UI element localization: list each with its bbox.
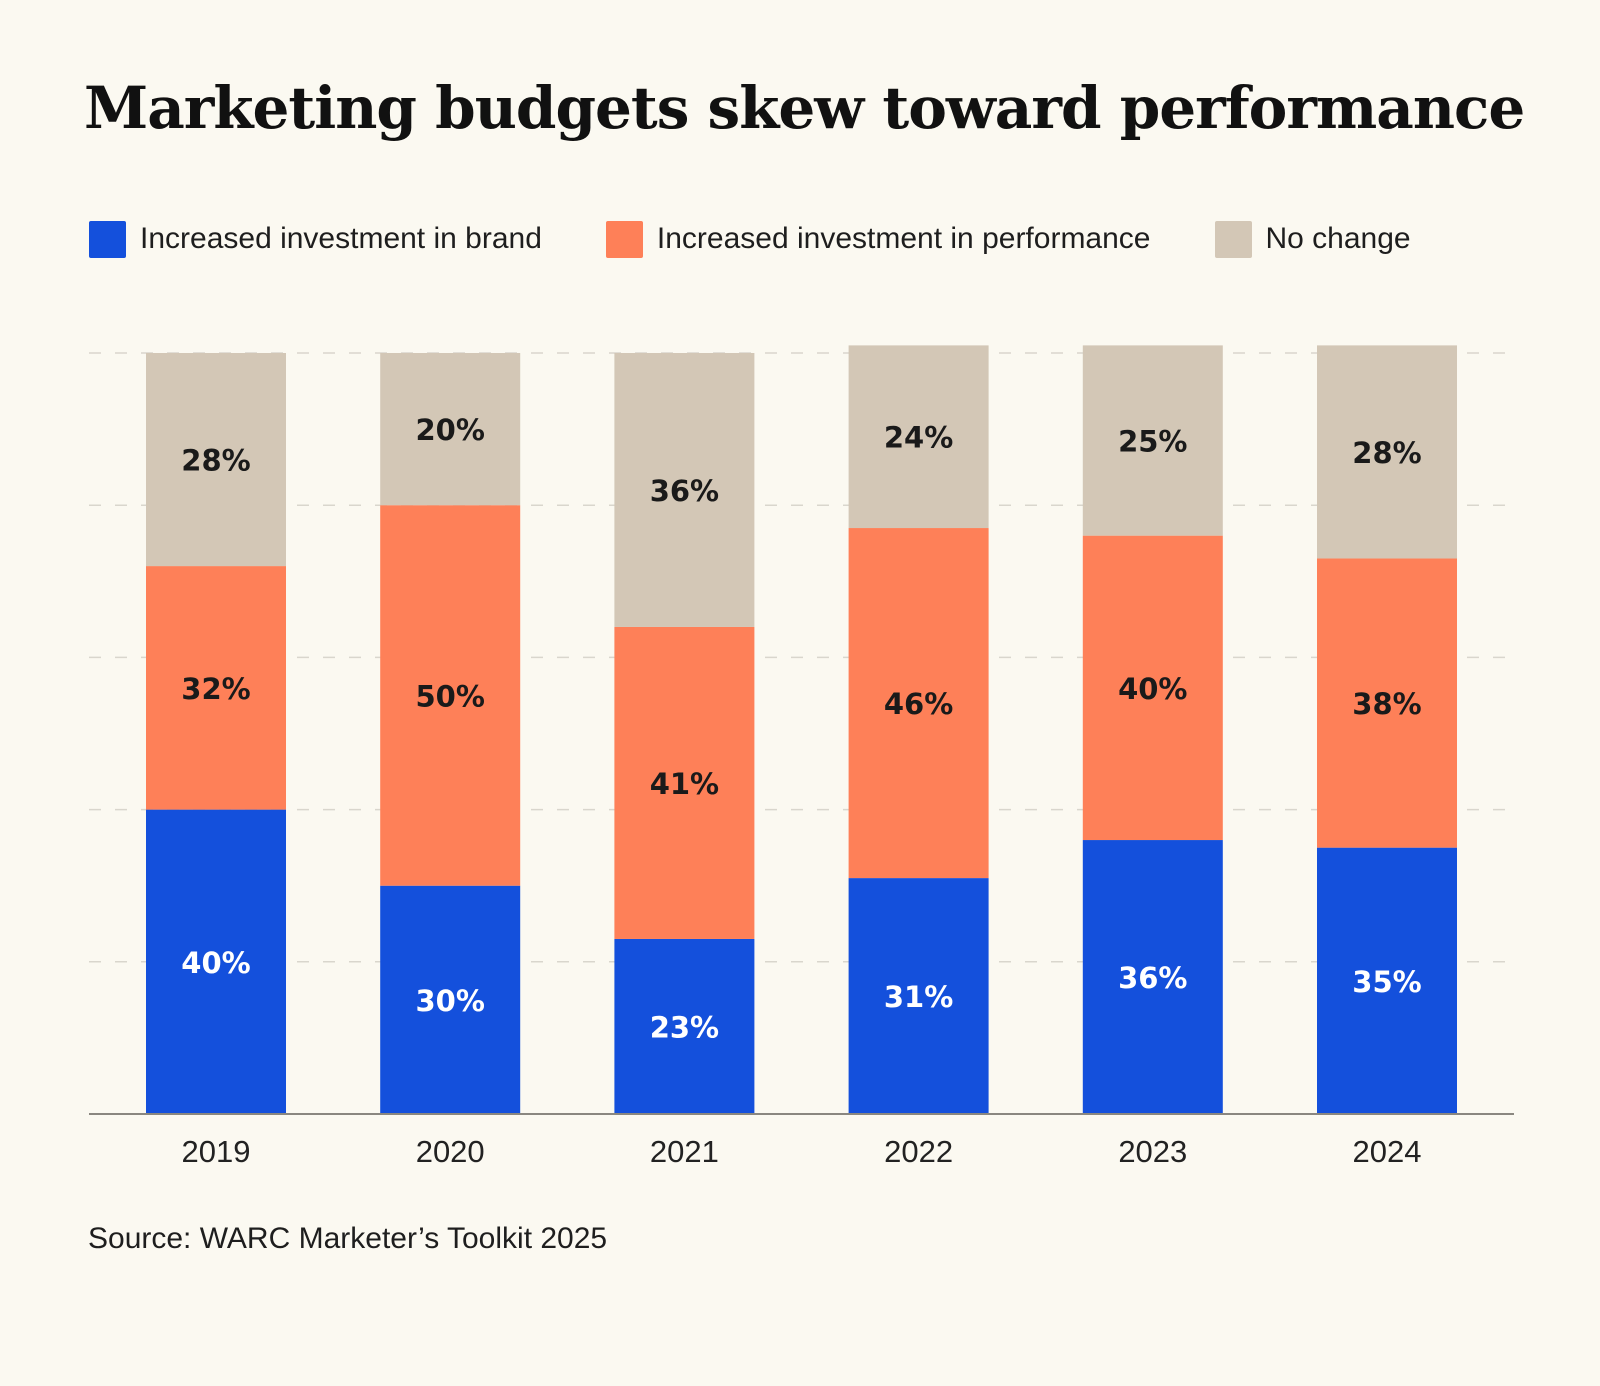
data-label: 30% <box>415 984 484 1018</box>
data-label: 24% <box>884 421 953 455</box>
legend-item-brand: Increased investment in brand <box>89 220 542 258</box>
source-note: Source: WARC Marketer’s Toolkit 2025 <box>88 1222 608 1255</box>
legend-label-brand: Increased investment in brand <box>140 222 542 255</box>
bar-segment <box>1082 345 1223 536</box>
x-tick-label: 2023 <box>1118 1134 1187 1169</box>
bar-segment <box>614 938 755 1114</box>
data-label: 28% <box>1352 436 1421 470</box>
bar-segment <box>380 885 521 1114</box>
legend-item-performance: Increased investment in performance <box>605 220 1151 258</box>
data-label: 20% <box>415 413 484 447</box>
data-label: 46% <box>884 687 953 721</box>
bar-segment <box>1082 535 1223 841</box>
data-label: 25% <box>1118 425 1187 459</box>
data-label: 35% <box>1352 965 1421 999</box>
bar-segment <box>380 505 521 886</box>
bar-segment <box>848 878 989 1114</box>
data-label: 41% <box>650 767 719 801</box>
legend-swatch-no-change <box>1214 220 1252 258</box>
x-tick-label: 2020 <box>416 1134 485 1169</box>
x-tick-label: 2022 <box>884 1134 953 1169</box>
legend-swatch-performance <box>605 220 643 258</box>
legend: Increased investment in brand Increased … <box>89 219 1411 259</box>
bar-segment <box>614 626 755 939</box>
bar-segment <box>380 353 521 506</box>
bar-segment <box>146 809 286 1114</box>
bar-segment <box>1082 840 1223 1114</box>
data-label: 50% <box>415 679 484 713</box>
x-tick-label: 2021 <box>650 1134 719 1169</box>
data-label: 32% <box>181 672 250 706</box>
x-tick-label: 2019 <box>182 1134 251 1169</box>
legend-label-performance: Increased investment in performance <box>656 222 1151 255</box>
bar-segment <box>146 353 286 567</box>
bar-segment <box>1317 345 1457 559</box>
bar-segment <box>614 353 755 627</box>
data-label: 38% <box>1352 687 1421 721</box>
chart-title: Marketing budgets skew toward performanc… <box>84 74 1525 142</box>
data-label: 31% <box>884 980 953 1014</box>
data-label: 36% <box>650 474 719 508</box>
data-label: 40% <box>181 946 250 980</box>
legend-label-no-change: No change <box>1265 222 1411 255</box>
data-label: 36% <box>1118 961 1187 995</box>
legend-swatch-brand <box>89 220 126 258</box>
bar-segment <box>848 345 989 529</box>
bar-segment <box>848 528 989 879</box>
data-label: 28% <box>181 444 250 478</box>
bar-segment <box>146 566 286 810</box>
bar-segment <box>1317 558 1457 848</box>
x-tick-label: 2024 <box>1353 1134 1422 1169</box>
data-label: 23% <box>650 1010 719 1044</box>
data-label: 40% <box>1118 672 1187 706</box>
bar-segment <box>1317 847 1457 1114</box>
legend-item-no-change: No change <box>1214 220 1411 258</box>
